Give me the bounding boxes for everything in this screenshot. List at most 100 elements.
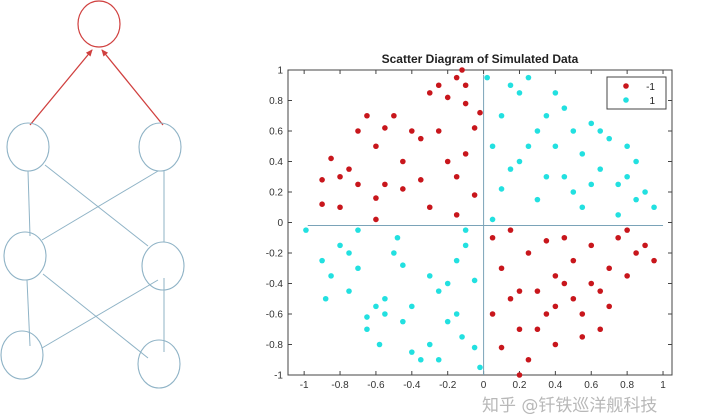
y-tick-label: -0.8	[266, 340, 284, 351]
point-class-1	[376, 341, 383, 348]
point-class-1	[453, 311, 460, 317]
point-class-neg1	[459, 67, 465, 73]
point-class-1	[426, 341, 433, 348]
point-class-1	[507, 166, 514, 172]
point-class-1	[373, 303, 379, 310]
point-class-neg1	[489, 311, 496, 317]
point-class-neg1	[337, 173, 343, 180]
point-class-1	[606, 135, 612, 142]
point-class-1	[477, 364, 483, 371]
point-class-neg1	[651, 257, 657, 264]
point-class-neg1	[579, 311, 586, 317]
legend: -1 1	[606, 76, 667, 110]
point-class-neg1	[373, 195, 379, 201]
point-class-1	[319, 257, 325, 264]
point-class-neg1	[355, 181, 361, 188]
point-class-neg1	[453, 74, 460, 81]
point-class-1	[597, 128, 604, 134]
point-class-1	[579, 204, 586, 211]
point-class-1	[303, 227, 309, 233]
point-class-neg1	[534, 326, 541, 333]
y-tick-label: -0.2	[266, 249, 284, 260]
point-class-neg1	[444, 158, 451, 165]
point-class-1	[471, 277, 478, 284]
point-class-neg1	[516, 288, 523, 294]
legend-marker-1	[623, 97, 629, 103]
legend-label-neg1: -1	[646, 82, 655, 93]
point-class-1	[642, 189, 648, 195]
point-class-neg1	[373, 143, 379, 150]
point-class-neg1	[624, 273, 630, 279]
point-class-1	[337, 242, 343, 249]
point-class-neg1	[426, 204, 433, 211]
point-class-neg1	[633, 250, 639, 256]
point-class-neg1	[319, 201, 325, 207]
y-tick-label: 0.2	[269, 188, 283, 199]
point-class-neg1	[435, 82, 442, 89]
x-tick-label: 1	[660, 380, 666, 391]
point-class-neg1	[319, 177, 325, 183]
point-class-1	[561, 173, 568, 180]
x-tick-label: -0.4	[403, 380, 421, 391]
point-class-neg1	[516, 326, 523, 333]
point-class-neg1	[435, 128, 442, 134]
point-class-1	[516, 158, 523, 165]
point-class-neg1	[373, 216, 379, 223]
point-class-neg1	[462, 100, 469, 107]
point-class-1	[525, 143, 532, 150]
point-class-neg1	[525, 356, 532, 363]
point-class-1	[615, 181, 621, 188]
point-class-1	[391, 250, 397, 256]
y-tick-label: 0.4	[269, 157, 283, 168]
point-class-neg1	[597, 288, 604, 294]
point-class-1	[507, 82, 514, 89]
point-class-neg1	[606, 265, 612, 272]
y-tick-label: 0.8	[269, 96, 283, 107]
point-class-1	[633, 158, 639, 165]
point-class-neg1	[337, 204, 343, 211]
network-node	[137, 339, 181, 389]
point-class-neg1	[364, 112, 370, 119]
point-class-neg1	[525, 250, 532, 256]
point-class-neg1	[579, 334, 586, 340]
output-arrow	[101, 49, 164, 126]
point-class-neg1	[606, 303, 612, 310]
point-class-neg1	[624, 227, 630, 233]
point-class-1	[382, 311, 388, 317]
x-tick-label: -0.2	[439, 380, 457, 391]
point-class-1	[633, 196, 639, 203]
legend-marker-neg1	[623, 83, 629, 89]
point-class-neg1	[534, 288, 541, 294]
point-class-1	[498, 186, 505, 192]
point-class-neg1	[417, 177, 424, 183]
point-class-neg1	[543, 238, 550, 244]
point-class-neg1	[588, 280, 595, 287]
point-class-neg1	[382, 181, 388, 188]
point-class-1	[588, 120, 595, 127]
x-tick-label: 0.6	[584, 380, 598, 391]
point-class-1	[489, 216, 496, 223]
point-class-1	[435, 288, 442, 294]
point-class-1	[588, 181, 595, 188]
point-class-neg1	[400, 158, 406, 165]
point-class-neg1	[328, 155, 334, 162]
network-node	[6, 122, 50, 172]
point-class-neg1	[516, 372, 523, 378]
point-class-1	[382, 295, 388, 302]
legend-box	[606, 76, 667, 110]
point-class-1	[543, 173, 550, 180]
point-class-1	[322, 295, 329, 302]
point-class-1	[498, 112, 505, 119]
y-tick-label: -0.6	[266, 310, 284, 321]
point-class-1	[453, 257, 460, 264]
point-class-neg1	[588, 242, 595, 249]
x-tick-label: -0.6	[367, 380, 385, 391]
connection-line	[41, 170, 159, 241]
point-class-neg1	[561, 234, 568, 241]
scatter-chart: Scatter Diagram of Simulated Data -1 -0.8…	[266, 52, 673, 391]
point-class-1	[355, 227, 361, 233]
point-class-neg1	[471, 192, 478, 198]
point-class-neg1	[453, 173, 460, 180]
point-class-neg1	[462, 151, 469, 157]
point-class-1	[489, 143, 496, 150]
